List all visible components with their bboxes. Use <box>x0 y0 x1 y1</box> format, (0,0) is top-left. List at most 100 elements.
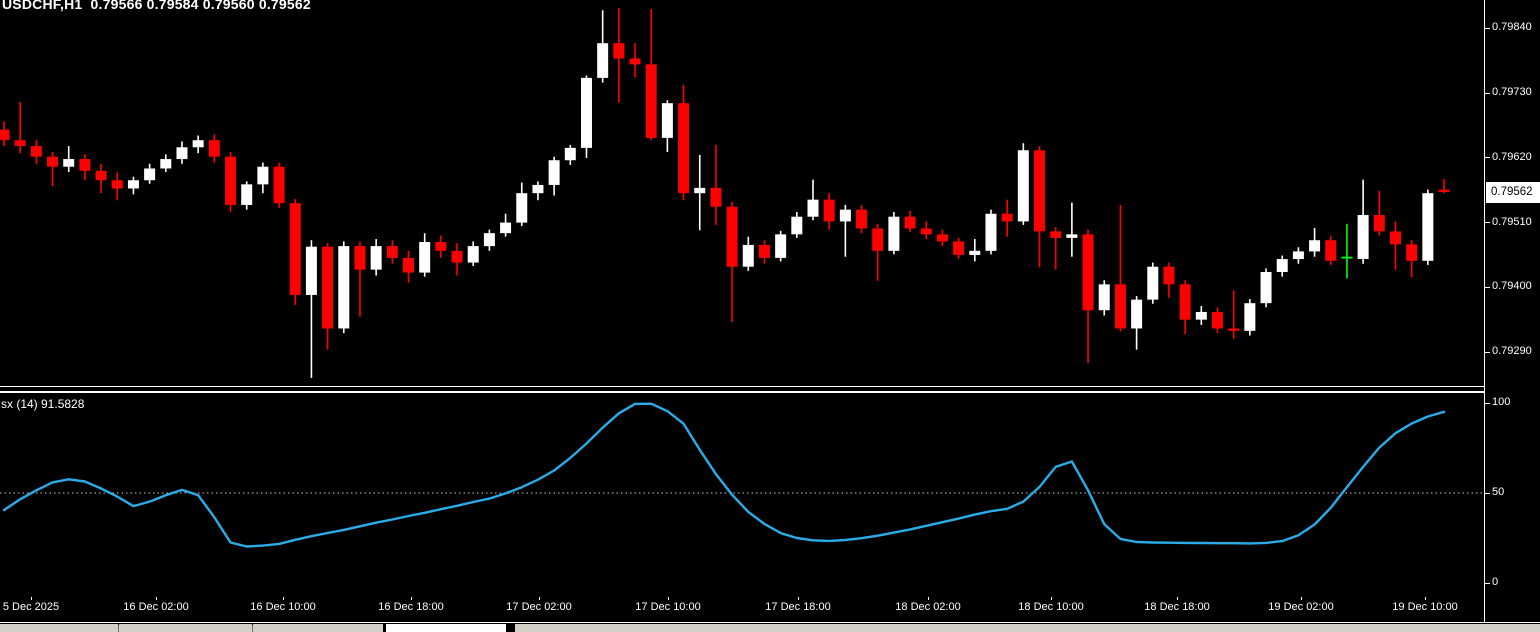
candle-body <box>483 233 495 247</box>
tab-divider <box>118 625 119 632</box>
indicator-chart[interactable] <box>0 393 1484 597</box>
candle-body <box>791 216 803 235</box>
candle-body <box>1406 244 1418 261</box>
candle-body <box>985 213 997 251</box>
candle-body <box>516 193 528 223</box>
candle-body <box>241 184 253 205</box>
chart-tab[interactable] <box>119 624 252 632</box>
candle-body <box>1179 284 1191 320</box>
time-axis-label: 17 Dec 18:00 <box>765 601 831 613</box>
candle-body <box>225 156 237 205</box>
current-price-box: 0.79562 <box>1486 181 1540 203</box>
price-axis-tick <box>1485 286 1490 288</box>
candle-body <box>775 234 787 258</box>
candle-body <box>370 246 382 270</box>
time-axis-tick <box>539 597 540 600</box>
bottom-separator <box>0 622 1540 623</box>
pane-splitter-bottom[interactable] <box>0 391 1540 393</box>
candle-body <box>1163 266 1175 285</box>
time-axis-tick <box>798 597 799 600</box>
price-axis-label: 0.79400 <box>1492 280 1532 293</box>
chart-tab-active[interactable] <box>385 624 507 632</box>
candle-body <box>1050 231 1062 238</box>
candle-body <box>354 246 366 270</box>
pane-splitter-top[interactable] <box>0 386 1540 387</box>
candle-body <box>1389 231 1401 245</box>
candle-body <box>1325 240 1337 261</box>
indicator-pane[interactable]: sx (14) 91.5828 <box>0 393 1484 597</box>
indicator-axis-label: 100 <box>1492 396 1511 408</box>
candle-body <box>904 216 916 229</box>
chart-tab[interactable] <box>253 624 383 632</box>
price-axis-tick <box>1485 157 1490 159</box>
candle-body <box>839 209 851 222</box>
time-axis-label: 18 Dec 10:00 <box>1018 601 1084 613</box>
candle-body <box>14 140 26 147</box>
candle-body <box>742 244 754 267</box>
candle-body <box>1017 150 1029 222</box>
time-axis-tick <box>1051 597 1052 600</box>
candle-body <box>678 103 690 194</box>
chart-tab[interactable] <box>0 624 118 632</box>
candle-body <box>111 180 123 189</box>
candle-body <box>451 250 463 263</box>
time-axis-label: 16 Dec 02:00 <box>123 601 189 613</box>
chart-tab[interactable] <box>515 624 1540 632</box>
tab-divider <box>252 625 253 632</box>
candlestick-chart[interactable] <box>0 0 1484 386</box>
candle-body <box>289 203 301 295</box>
time-axis-label: 18 Dec 02:00 <box>895 601 961 613</box>
candle-body <box>726 206 738 267</box>
time-axis-label: 19 Dec 02:00 <box>1268 601 1334 613</box>
chart-tabs-bar <box>0 623 1540 632</box>
candle-body <box>1066 234 1078 238</box>
main-chart-pane[interactable]: USDCHF,H1 0.79566 0.79584 0.79560 0.7956… <box>0 0 1484 386</box>
candle-body <box>127 180 139 189</box>
candle-body <box>1260 272 1272 304</box>
time-axis-label: 18 Dec 18:00 <box>1144 601 1210 613</box>
time-axis-tick <box>1425 597 1426 600</box>
candle-body <box>79 159 91 171</box>
candle-body <box>1082 234 1094 311</box>
candle-body <box>30 146 42 157</box>
candle-body <box>936 234 948 242</box>
candle-body <box>953 241 965 255</box>
candle-body <box>208 140 220 157</box>
candle-body <box>1276 259 1288 272</box>
price-axis-label: 0.79620 <box>1492 150 1532 163</box>
candle-body <box>435 242 447 251</box>
indicator-axis-tick <box>1485 582 1490 584</box>
time-axis-label: 5 Dec 2025 <box>2 601 60 613</box>
candle-body <box>1001 213 1013 222</box>
price-axis-label: 0.79290 <box>1492 345 1532 357</box>
time-axis-tick <box>928 597 929 600</box>
candle-body <box>548 160 560 185</box>
price-axis[interactable]: 0.79562 0.79840 0.79730 0.79620 0.79510 0.79… <box>1484 0 1540 622</box>
rsx-line <box>2 402 1446 548</box>
time-axis-label: 17 Dec 02:00 <box>506 601 572 613</box>
time-axis-label: 16 Dec 10:00 <box>250 601 316 613</box>
time-axis-tick <box>283 597 284 600</box>
candle-body <box>661 103 673 138</box>
candle-body <box>1244 303 1256 331</box>
time-axis-tick <box>31 597 32 600</box>
candle-body <box>694 187 706 194</box>
time-axis-tick <box>156 597 157 600</box>
candle-body <box>1147 266 1159 300</box>
time-axis-label: 16 Dec 18:00 <box>378 601 444 613</box>
candle-body <box>1373 214 1385 232</box>
candle-body <box>1341 256 1353 259</box>
candle-body <box>322 246 334 329</box>
time-axis[interactable]: 5 Dec 2025 16 Dec 02:00 16 Dec 10:00 16 Dec… <box>0 597 1484 622</box>
candle-body <box>807 199 819 217</box>
indicator-label: sx (14) 91.5828 <box>1 397 85 411</box>
candle-body <box>645 64 657 138</box>
price-axis-tick <box>1485 222 1490 224</box>
candle-body <box>192 140 204 148</box>
candle-body <box>564 147 576 161</box>
price-axis-tick <box>1485 92 1490 94</box>
chart-title: USDCHF,H1 0.79566 0.79584 0.79560 0.7956… <box>2 0 311 12</box>
candle-body <box>63 159 75 167</box>
time-axis-label: 17 Dec 10:00 <box>635 601 701 613</box>
